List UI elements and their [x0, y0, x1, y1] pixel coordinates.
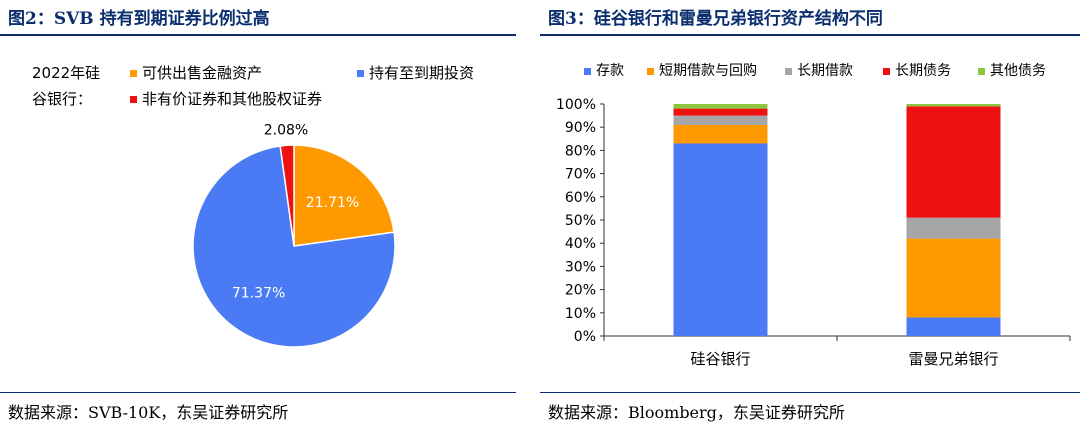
y-tick-label: 10% [565, 306, 596, 322]
bar-legend-swatch [584, 68, 591, 75]
figure-3-top-rule [540, 34, 1080, 36]
figure-2-panel: 图2：SVB 持有到期证券比例过高 2022年硅 谷银行： 可供出售金融资产 持有至到… [0, 0, 516, 429]
bar-legend-label: 长期债务 [895, 63, 951, 79]
x-tick-label: 雷曼兄弟银行 [908, 350, 998, 368]
figure-2-bottom-rule [0, 392, 516, 393]
pie-legend-title: 2022年硅 [32, 64, 100, 82]
figure-2-source: 数据来源：SVB-10K，东吴证券研究所 [8, 403, 289, 422]
y-tick-label: 40% [565, 236, 596, 252]
stacked-bar-chart: 存款 短期借款与回购 长期借款 长期债务 其他债务 0% 10% 20% 30% 40% 50% 60… [556, 63, 1071, 368]
pie-data-label: 2.08% [264, 122, 308, 138]
y-tick-label: 30% [565, 259, 596, 275]
bar-legend-label: 短期借款与回购 [659, 63, 757, 79]
pie-slice [192, 145, 396, 348]
figure-3-bottom-rule [540, 392, 1080, 393]
bar-segment [906, 317, 1001, 336]
bar-legend-swatch [978, 68, 985, 75]
bar-segment [673, 143, 768, 336]
bar-segment [673, 124, 768, 144]
y-tick-label: 0% [574, 329, 596, 345]
pie-slice [279, 144, 295, 247]
bar-legend-swatch [785, 68, 792, 75]
y-tick-label: 80% [565, 143, 596, 159]
figure-3-title: 图3：硅谷银行和雷曼兄弟银行资产结构不同 [548, 9, 883, 29]
y-tick-label: 90% [565, 120, 596, 136]
bar-legend-label: 长期借款 [797, 63, 853, 79]
y-tick-label: 60% [565, 190, 596, 206]
y-tick-label: 100% [556, 97, 596, 113]
pie-legend-swatch [130, 70, 137, 77]
pie-legend-swatch [130, 96, 137, 103]
figure-3-source: 数据来源：Bloomberg，东吴证券研究所 [548, 403, 845, 422]
pie-slice [293, 144, 395, 247]
bar-segment [673, 115, 768, 125]
pie-legend-label: 持有至到期投资 [369, 64, 474, 82]
bar-segment [906, 217, 1001, 239]
y-tick-label: 50% [565, 213, 596, 229]
figure-2-top-rule [0, 34, 516, 36]
bar-legend-swatch [647, 68, 654, 75]
bar-legend-swatch [883, 68, 890, 75]
x-tick-label: 硅谷银行 [690, 350, 750, 368]
figure-3-panel: 图3：硅谷银行和雷曼兄弟银行资产结构不同 存款 短期借款与回购 长期借款 长期债务 其他… [540, 0, 1080, 429]
pie-legend-swatch [357, 70, 364, 77]
y-tick-label: 20% [565, 283, 596, 299]
pie-legend-label: 非有价证券和其他股权证券 [142, 90, 322, 108]
bar-segment [906, 104, 1001, 107]
pie-legend-label: 可供出售金融资产 [142, 64, 262, 82]
y-tick-label: 70% [565, 167, 596, 183]
bar-segment [673, 108, 768, 116]
pie-data-label: 21.71% [306, 195, 359, 211]
bar-segment [906, 106, 1001, 218]
pie-legend-title-line2: 谷银行： [32, 90, 92, 108]
figure-2-title: 图2：SVB 持有到期证券比例过高 [8, 9, 270, 29]
pie-data-label: 71.37% [232, 286, 285, 302]
bar-segment [906, 238, 1001, 318]
bar-segment [673, 104, 768, 109]
bar-legend-label: 存款 [596, 63, 624, 79]
bar-legend-label: 其他债务 [990, 63, 1046, 79]
